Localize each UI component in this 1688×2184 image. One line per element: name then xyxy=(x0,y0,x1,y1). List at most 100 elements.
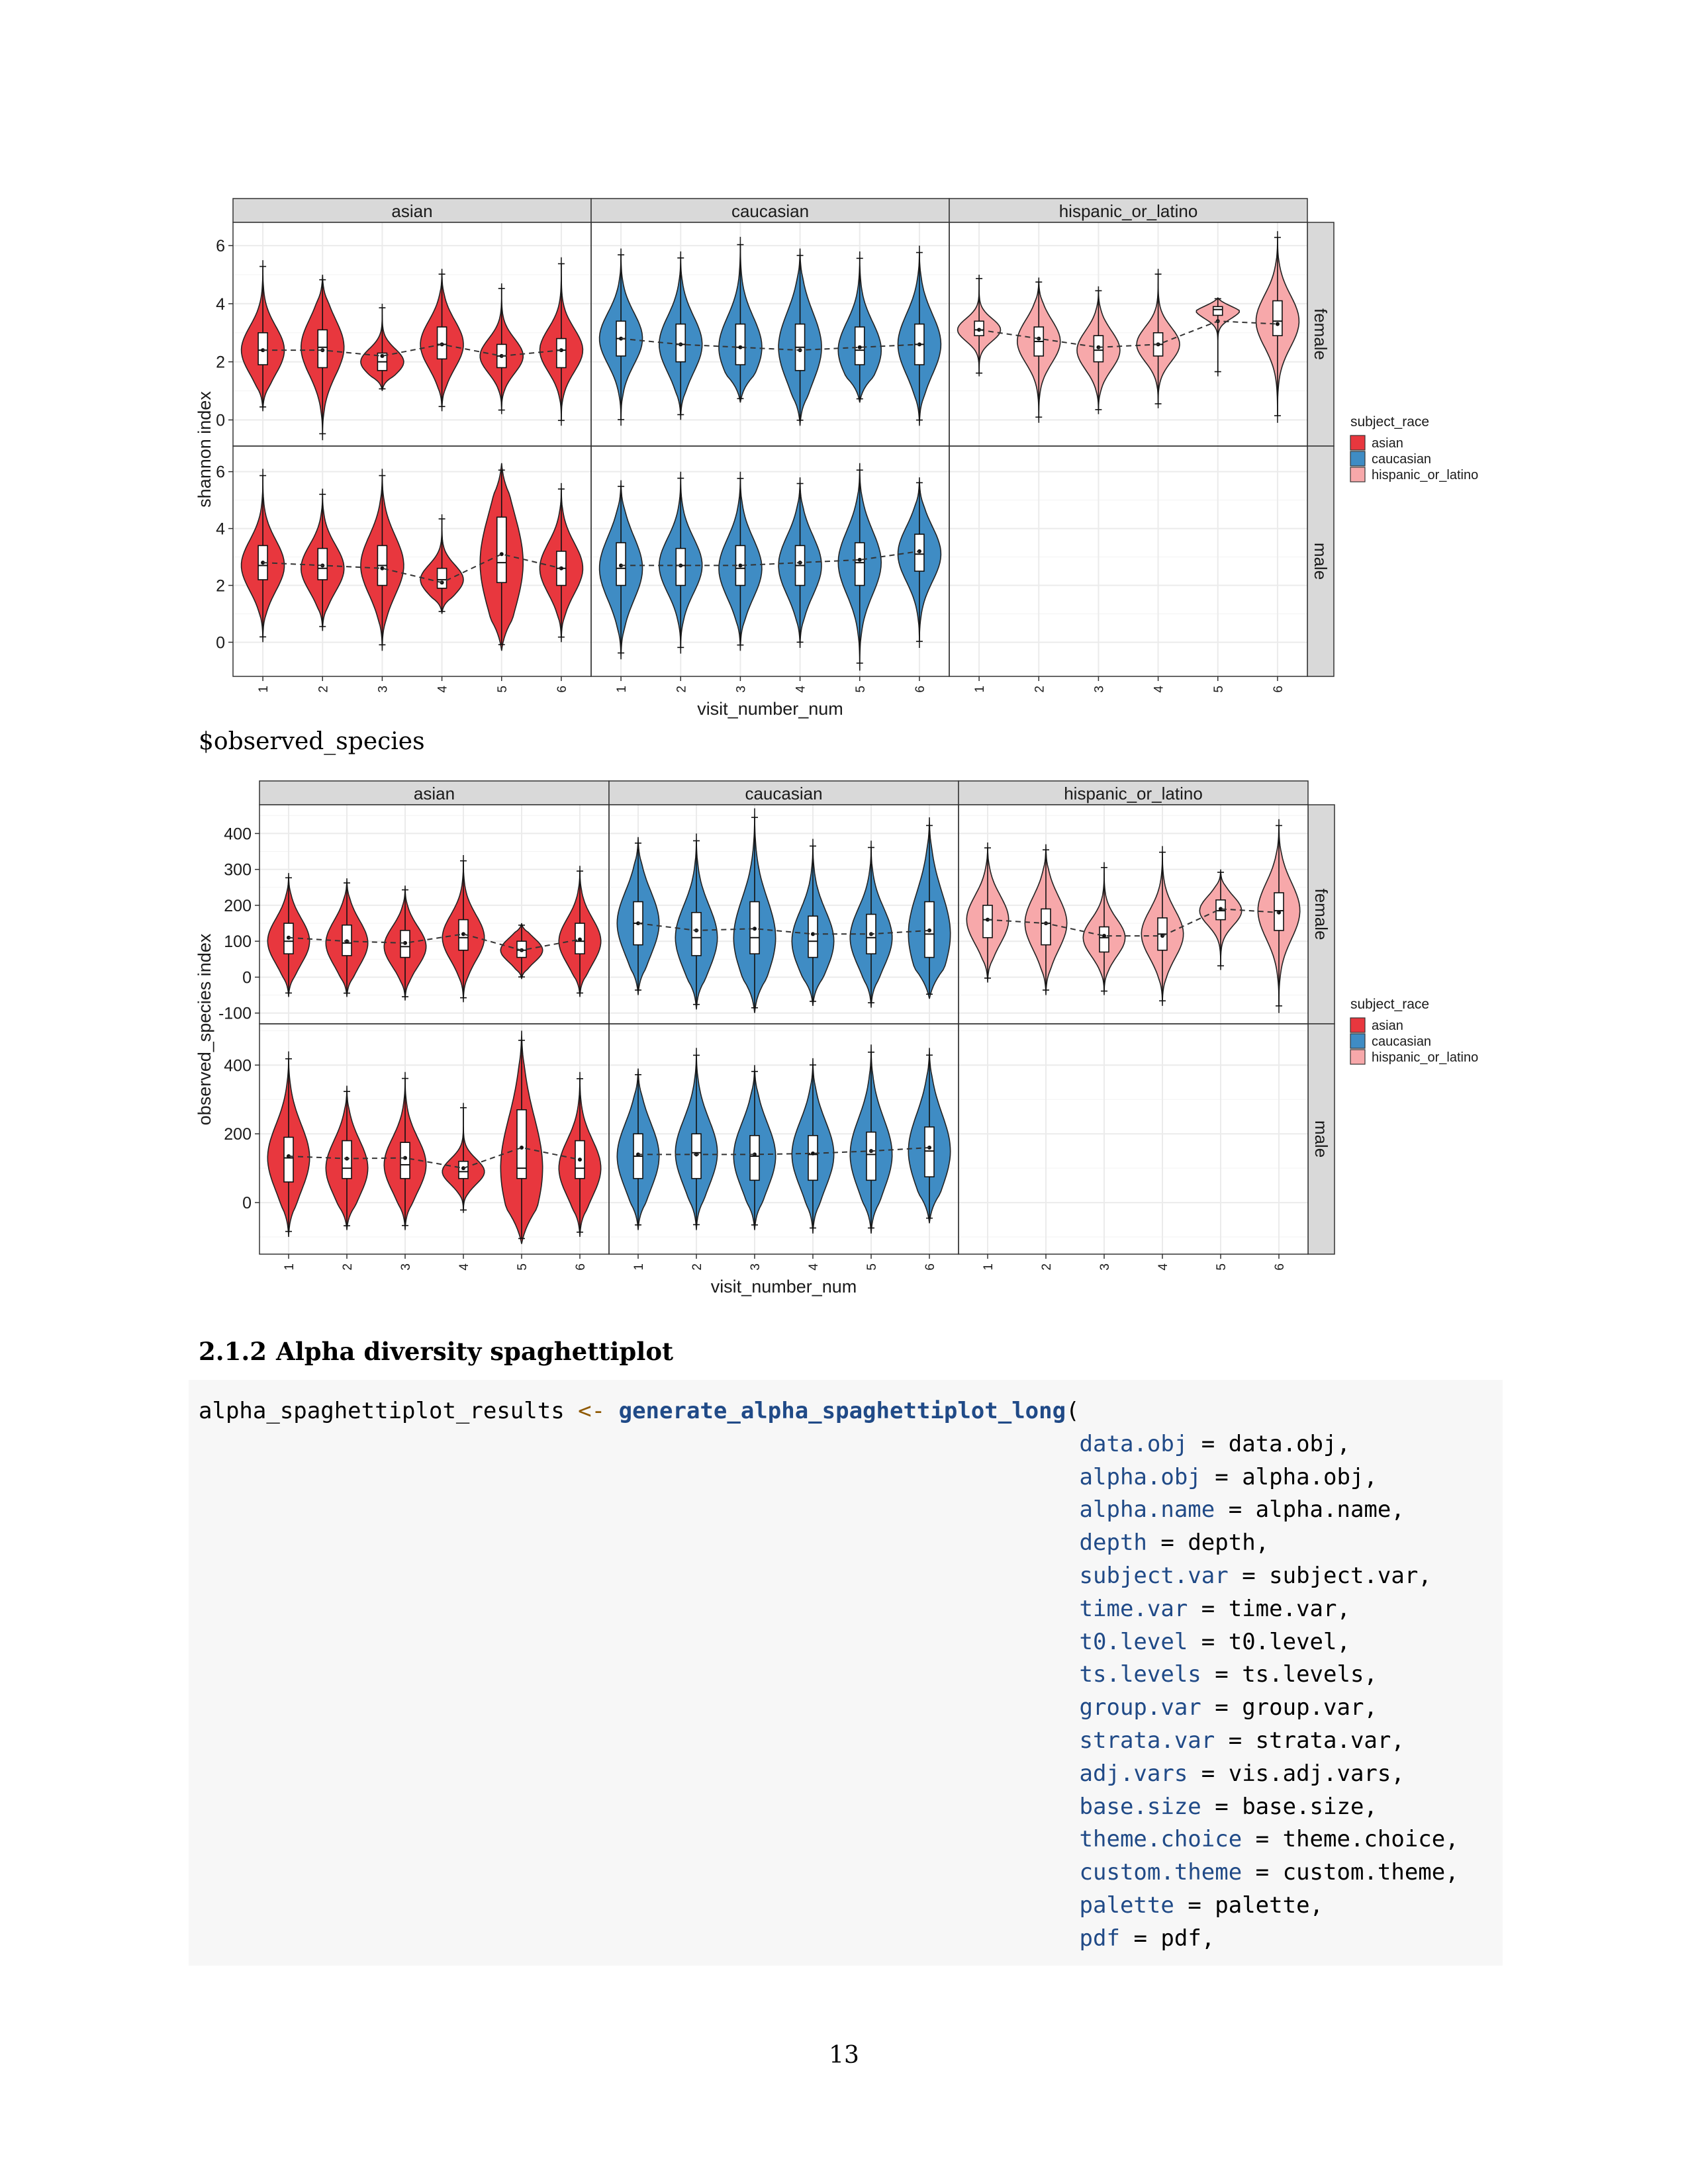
mean-trend-line xyxy=(638,1147,930,1156)
box-iqr xyxy=(556,338,567,369)
code-arg-value: palette, xyxy=(1215,1891,1324,1919)
code-arg-value: alpha.obj, xyxy=(1242,1463,1378,1490)
legend-title: subject_race xyxy=(1350,414,1429,430)
x-tick-label: 4 xyxy=(457,1263,471,1271)
mean-point xyxy=(1219,907,1223,911)
code-arg-value: custom.theme, xyxy=(1282,1859,1459,1886)
x-tick-label: 1 xyxy=(257,686,271,693)
mean-point xyxy=(857,345,862,349)
page-number: 13 xyxy=(829,2042,859,2069)
code-equals: = xyxy=(1242,1859,1283,1886)
y-tick-label: 0 xyxy=(242,1194,252,1212)
mean-point xyxy=(380,353,385,358)
code-line: strata.var = strata.var, xyxy=(199,1725,1459,1758)
code-line: group.var = group.var, xyxy=(199,1692,1459,1725)
facet-label-male: male xyxy=(1311,543,1331,580)
code-indent xyxy=(199,1794,1080,1820)
y-tick-label: 400 xyxy=(224,1056,252,1075)
mean-trend-line xyxy=(621,338,919,351)
facet-strip-caucasian xyxy=(590,198,950,223)
mean-point xyxy=(1102,934,1106,938)
x-axis-title: visit_number_num xyxy=(711,1277,857,1297)
code-arg-value: theme.choice, xyxy=(1282,1826,1459,1853)
code-line: depth = depth, xyxy=(199,1527,1459,1560)
mean-point xyxy=(917,342,921,347)
mean-point xyxy=(753,927,757,931)
y-tick-label: 100 xyxy=(224,933,252,951)
facet-label-male: male xyxy=(1311,1120,1331,1158)
mean-point xyxy=(977,328,982,332)
mean-trend-line xyxy=(263,553,562,584)
box-iqr xyxy=(924,1126,935,1177)
x-tick-label: 3 xyxy=(734,686,748,693)
code-indent xyxy=(199,1496,1080,1523)
code-indent xyxy=(199,1529,1080,1556)
code-indent xyxy=(199,1596,1080,1622)
mean-point xyxy=(1275,322,1280,326)
panel-background xyxy=(233,446,591,676)
code-indent xyxy=(199,1661,1080,1688)
mean-point xyxy=(578,937,582,942)
panel-background xyxy=(959,805,1308,1024)
box-iqr xyxy=(691,911,702,956)
code-indent xyxy=(199,1629,1080,1655)
legend-key-caucasian xyxy=(1350,451,1366,467)
code-indent xyxy=(199,1859,1080,1886)
panel-background xyxy=(959,1024,1308,1254)
x-tick-label: 2 xyxy=(316,686,330,693)
facet-label-asian: asian xyxy=(414,784,455,803)
facet-label-female: female xyxy=(1311,308,1331,360)
mean-point xyxy=(403,940,407,945)
panel-background xyxy=(591,446,949,676)
mean-trend-line xyxy=(637,923,930,935)
x-tick-label: 6 xyxy=(914,686,927,693)
box-iqr xyxy=(735,323,746,365)
code-equals: = xyxy=(1188,1430,1229,1457)
code-arg-name: base.size xyxy=(1079,1793,1201,1820)
section-heading: 2.1.2 Alpha diversity spaghettiplot xyxy=(199,1337,673,1366)
legend-title: subject_race xyxy=(1350,997,1429,1012)
code-line: ts.levels = ts.levels, xyxy=(199,1659,1459,1692)
x-tick-label: 1 xyxy=(973,686,987,693)
x-tick-label: 3 xyxy=(1098,1263,1112,1271)
code-line: palette = palette, xyxy=(199,1889,1459,1923)
legend-key-hispanic_or_latino xyxy=(1350,1049,1366,1065)
code-arg-value: alpha.name, xyxy=(1255,1496,1405,1524)
code-equals: = xyxy=(1201,1463,1243,1490)
x-tick-label: 3 xyxy=(376,686,390,693)
x-tick-label: 3 xyxy=(399,1263,413,1271)
mean-point xyxy=(559,348,563,353)
code-arg-name: palette xyxy=(1079,1891,1174,1919)
code-equals: = xyxy=(1174,1891,1215,1919)
legend-label-hispanic_or_latino: hispanic_or_latino xyxy=(1372,1050,1478,1065)
code-indent xyxy=(199,1694,1080,1721)
code-arg-value: subject.var, xyxy=(1269,1562,1432,1589)
panel-background xyxy=(609,1024,959,1254)
code-line: pdf = pdf, xyxy=(199,1923,1459,1956)
mean-point xyxy=(927,1145,931,1150)
code-arg-name: custom.theme xyxy=(1079,1859,1243,1886)
facet-label-hispanic_or_latino: hispanic_or_latino xyxy=(1064,784,1203,803)
code-arg-value: strata.var, xyxy=(1255,1727,1405,1754)
x-tick-label: 6 xyxy=(555,686,569,693)
code-equals: = xyxy=(1242,1826,1283,1853)
code-assign-operator: <- xyxy=(578,1398,606,1424)
x-tick-label: 4 xyxy=(1152,686,1166,693)
code-arg-name: adj.vars xyxy=(1079,1760,1188,1787)
code-arg-name: strata.var xyxy=(1079,1727,1215,1754)
code-arg-value: pdf, xyxy=(1160,1925,1215,1952)
facet-label-female: female xyxy=(1311,888,1331,940)
y-tick-label: 200 xyxy=(224,897,252,915)
panel-background xyxy=(259,1024,609,1254)
code-indent xyxy=(199,1925,1080,1952)
shannon-violin-figure: asian caucasian hispanic_or_latinofemalema… xyxy=(195,198,1478,719)
code-paren: ( xyxy=(1066,1398,1080,1424)
mean-point xyxy=(287,1154,291,1158)
panel-border xyxy=(949,445,1308,677)
code-arg-value: base.size, xyxy=(1242,1793,1378,1820)
x-tick-label: 3 xyxy=(749,1263,763,1271)
section-number: 2.1.2 xyxy=(199,1337,267,1366)
observed-species-violin-figure: asian caucasian hispanic_or_latinofemalema… xyxy=(195,780,1478,1297)
box-iqr xyxy=(436,567,447,589)
box-iqr xyxy=(1099,926,1109,953)
